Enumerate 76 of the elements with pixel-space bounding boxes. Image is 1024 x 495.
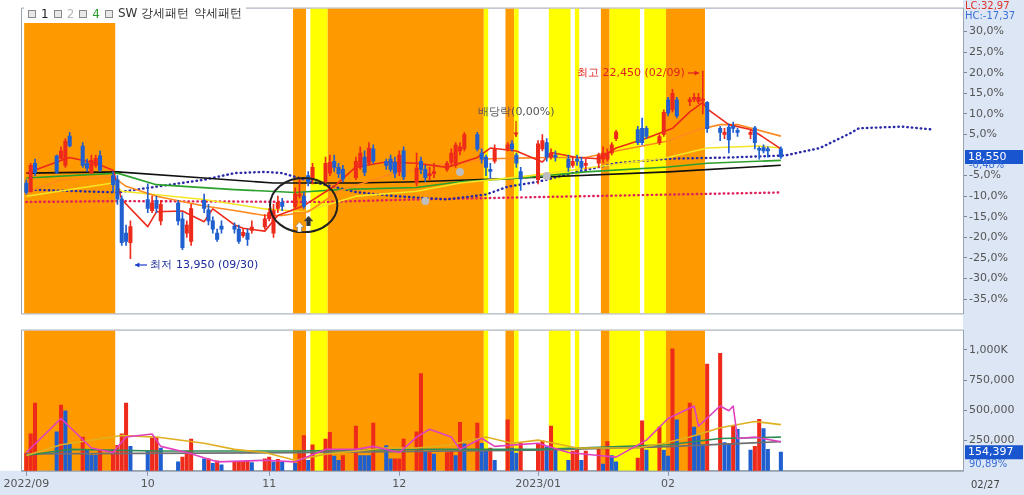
- annotation: SW 강세패턴: [117, 5, 190, 22]
- text: 154,397: [968, 445, 1014, 458]
- bar: [644, 449, 649, 471]
- x-tick-label: 02: [661, 477, 676, 491]
- point: [421, 197, 430, 206]
- y-tick-label: 750,000: [969, 373, 1015, 387]
- bar: [332, 455, 337, 471]
- bar: [722, 442, 727, 471]
- point: [542, 172, 551, 181]
- y-tick-label: -25,0%: [969, 250, 1008, 264]
- bar: [514, 452, 519, 471]
- y-tick-label: -15,0%: [969, 209, 1008, 223]
- text: 18,550: [968, 149, 1007, 163]
- text: 02/27: [971, 478, 1000, 490]
- text: HC:-17,37: [965, 9, 1016, 21]
- annotation: 약세패턴: [194, 5, 243, 22]
- bar: [219, 464, 224, 471]
- candlestick: [431, 162, 436, 178]
- text: 90,89%: [969, 457, 1008, 469]
- bar: [249, 462, 254, 471]
- y-tick-label: 5,0%: [969, 127, 997, 141]
- bar: [89, 454, 94, 471]
- bar: [492, 459, 497, 471]
- y-tick-label: -35,0%: [969, 291, 1008, 305]
- x-tick-label: 2023/01: [515, 477, 561, 491]
- bar: [453, 455, 458, 471]
- text: LC:32,97: [965, 0, 1010, 11]
- bar: [340, 455, 345, 471]
- x-tick-label: 2022/09: [3, 477, 50, 491]
- bar: [423, 451, 428, 471]
- bar: [418, 373, 423, 471]
- y-tick-label: -30,0%: [969, 271, 1008, 285]
- annotation: 1: [41, 6, 49, 21]
- bar: [748, 449, 753, 471]
- bar: [661, 449, 666, 471]
- bar: [336, 459, 341, 471]
- bar: [444, 452, 449, 471]
- bar: [579, 459, 584, 471]
- y-tick-label: 1,000K: [969, 342, 1009, 356]
- bar: [726, 443, 731, 471]
- bar: [670, 348, 675, 471]
- y-tick-label: 250,000: [969, 433, 1015, 447]
- bar: [427, 452, 432, 471]
- point: [455, 167, 464, 176]
- annotation: 최저 13,950 (09/30): [150, 257, 259, 271]
- bar: [718, 352, 723, 471]
- bar: [778, 451, 783, 471]
- x-tick-label: 11: [262, 477, 277, 491]
- bar: [366, 455, 371, 471]
- bar: [306, 459, 311, 471]
- x-tick-label: 10: [140, 477, 155, 491]
- x-tick-label: 12: [392, 477, 407, 491]
- bar: [232, 461, 237, 471]
- y-tick-label: -5,0%: [969, 168, 1001, 182]
- annotation: 2: [66, 6, 75, 21]
- annotation: 4: [92, 6, 100, 21]
- y-tick-label: -10,0%: [969, 189, 1008, 203]
- bar: [705, 363, 710, 471]
- bar: [431, 453, 436, 471]
- bar: [271, 461, 276, 471]
- y-tick-label: 30,0%: [969, 24, 1004, 38]
- y-tick-label: 20,0%: [969, 65, 1004, 79]
- bar: [566, 459, 571, 471]
- y-tick-label: 15,0%: [969, 86, 1004, 100]
- bar: [202, 458, 207, 471]
- bar: [180, 456, 185, 471]
- y-tick-label: 10,0%: [969, 106, 1004, 120]
- bar: [358, 455, 363, 471]
- y-tick-label: 25,0%: [969, 45, 1004, 59]
- y-tick-label: -20,0%: [969, 230, 1008, 244]
- bar: [93, 454, 98, 471]
- bar: [124, 402, 129, 471]
- bar: [761, 428, 766, 471]
- bar: [392, 458, 397, 471]
- y-tick-label: 500,000: [969, 403, 1015, 417]
- bar: [362, 455, 367, 471]
